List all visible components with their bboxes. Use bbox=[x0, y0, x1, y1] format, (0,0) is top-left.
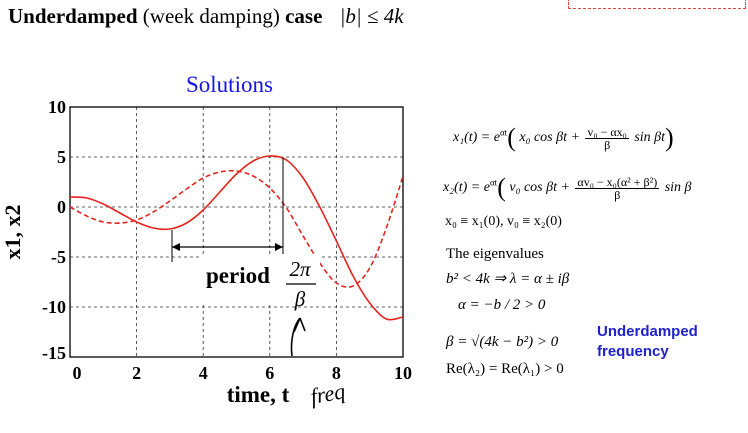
y-tick-label: -10 bbox=[42, 297, 66, 317]
title-paren: (week damping) bbox=[142, 4, 280, 28]
period-label-bg bbox=[200, 254, 320, 302]
uf-line-1: Underdamped bbox=[597, 323, 698, 340]
x-tick-label: 6 bbox=[265, 363, 274, 383]
x-tick-label: 2 bbox=[132, 363, 141, 383]
dashed-box-fragment bbox=[568, 0, 746, 9]
handwritten-note: freq bbox=[309, 378, 347, 409]
y-tick-label: -5 bbox=[51, 247, 66, 267]
series-x2-line bbox=[69, 169, 404, 288]
period-arrow-left-head bbox=[172, 243, 180, 251]
x-tick-label: 4 bbox=[199, 363, 208, 383]
eigen-line-1: b² < 4k ⇒ λ = α ± iβ bbox=[446, 271, 570, 287]
underdamped-frequency-label: Underdamped frequency bbox=[597, 322, 698, 362]
x-tick-labels: 0 2 4 6 8 10 bbox=[73, 363, 413, 383]
period-arrow-right-head bbox=[275, 243, 283, 251]
y-tick-label: 5 bbox=[57, 147, 66, 167]
period-label: period bbox=[206, 263, 270, 288]
period-denominator: β bbox=[294, 287, 306, 311]
x-tick-label: 10 bbox=[394, 363, 412, 383]
y-tick-label: -15 bbox=[42, 343, 66, 363]
y-tick-label: 0 bbox=[57, 197, 66, 217]
equation-x2: x₂(t) = eαt( v₀ cos βt + αv₀ − x₀(α² + β… bbox=[443, 173, 692, 202]
eigen-line-3: β = √(4k − b²) > 0 bbox=[446, 334, 559, 350]
slide-title: Underdamped (week damping) case |b| ≤ 4k bbox=[8, 4, 404, 29]
equation-x1: x₁(t) = eαt( x₀ cos βt + v₀ − αx₀ β sin β… bbox=[453, 123, 674, 152]
plot-frame bbox=[69, 106, 404, 358]
handwritten-arrow bbox=[290, 317, 306, 357]
y-tick-label: 10 bbox=[48, 97, 66, 117]
series-group bbox=[69, 155, 404, 321]
y-axis-label: x1, x2 bbox=[0, 205, 25, 260]
chart-grid bbox=[70, 107, 403, 357]
eigen-line-2: α = −b / 2 > 0 bbox=[458, 297, 546, 313]
period-numerator: 2π bbox=[289, 257, 311, 281]
eigen-line-4: Re(λ₂) = Re(λ₁) > 0 bbox=[446, 361, 564, 377]
initial-conditions: x₀ ≡ x₁(0), v₀ ≡ x₂(0) bbox=[445, 214, 562, 229]
x-tick-label: 8 bbox=[332, 363, 341, 383]
x-tick-label: 0 bbox=[73, 363, 82, 383]
title-bold-2: case bbox=[285, 4, 323, 28]
title-bold-1: Underdamped bbox=[8, 4, 138, 28]
uf-line-2: frequency bbox=[597, 343, 669, 360]
eigenvalues-heading: The eigenvalues bbox=[446, 246, 544, 262]
y-tick-labels: 10 5 0 -5 -10 -15 bbox=[42, 97, 66, 363]
series-x1-line bbox=[69, 155, 404, 321]
plot-title: Solutions bbox=[186, 72, 273, 97]
x-axis-label: time, t bbox=[227, 382, 290, 407]
title-condition: |b| ≤ 4k bbox=[339, 4, 404, 28]
